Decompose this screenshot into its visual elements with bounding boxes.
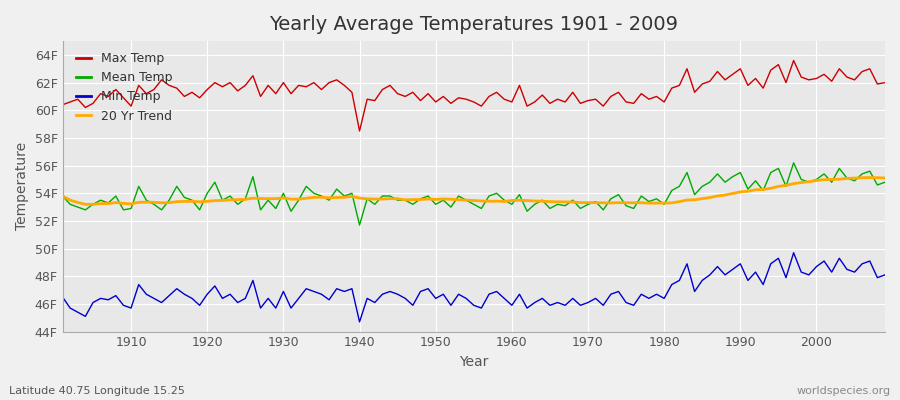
Title: Yearly Average Temperatures 1901 - 2009: Yearly Average Temperatures 1901 - 2009 [269,15,679,34]
Legend: Max Temp, Mean Temp, Min Temp, 20 Yr Trend: Max Temp, Mean Temp, Min Temp, 20 Yr Tre… [71,47,177,128]
Text: Latitude 40.75 Longitude 15.25: Latitude 40.75 Longitude 15.25 [9,386,184,396]
X-axis label: Year: Year [459,355,489,369]
Y-axis label: Temperature: Temperature [15,142,29,230]
Text: worldspecies.org: worldspecies.org [796,386,891,396]
